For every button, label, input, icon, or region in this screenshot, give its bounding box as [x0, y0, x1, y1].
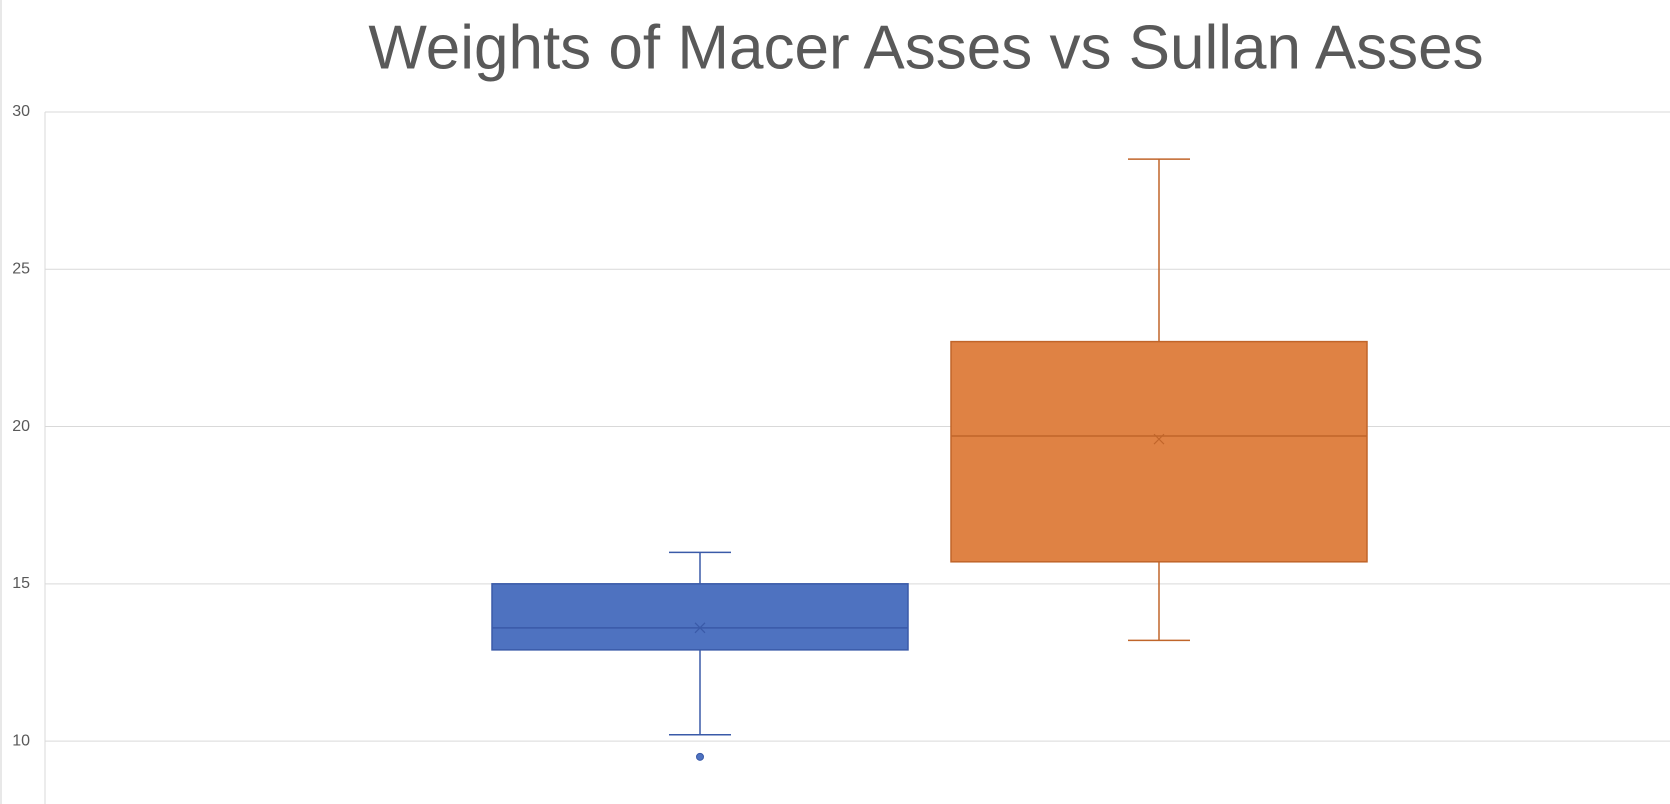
y-tick-label: 25	[12, 260, 30, 277]
box	[950, 340, 1368, 563]
y-tick-label: 20	[12, 418, 30, 435]
y-tick-label: 10	[12, 732, 30, 749]
mean-marker	[1153, 433, 1165, 445]
y-tick-label: 30	[12, 103, 30, 120]
chart-title: Weights of Macer Asses vs Sullan Asses	[368, 13, 1483, 82]
y-tick-label: 15	[12, 575, 30, 592]
outlier	[696, 752, 704, 761]
mean-marker	[694, 622, 706, 634]
box	[491, 583, 909, 651]
